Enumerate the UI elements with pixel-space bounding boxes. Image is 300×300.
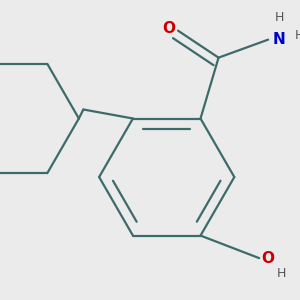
Text: O: O bbox=[163, 21, 176, 36]
Text: N: N bbox=[273, 32, 286, 47]
Text: H: H bbox=[295, 28, 300, 42]
Text: H: H bbox=[275, 11, 284, 24]
Text: O: O bbox=[262, 250, 275, 266]
Text: H: H bbox=[277, 267, 286, 280]
